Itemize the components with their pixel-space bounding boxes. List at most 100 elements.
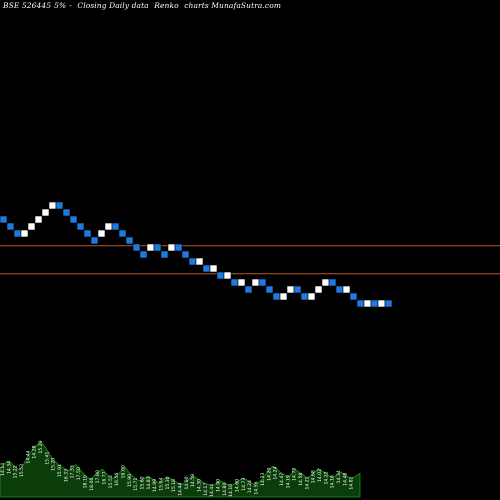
- volume-value-label: 14.56: [254, 481, 260, 494]
- volume-value-label: 15.71: [133, 478, 139, 491]
- volume-value-label: 14.59: [190, 474, 196, 487]
- brick-up: [167, 243, 176, 252]
- volume-value-label: 16.00: [120, 465, 126, 478]
- brick-down: [216, 271, 225, 280]
- brick-down: [188, 257, 197, 266]
- volume-value-label: 14.44: [178, 483, 184, 496]
- volume-value-label: 15.18: [171, 479, 177, 492]
- brick-down: [328, 278, 337, 287]
- volume-value-label: 15.20: [51, 458, 57, 471]
- brick-down: [370, 299, 379, 308]
- volume-value-label: 15.90: [127, 474, 133, 487]
- volume-value-label: 15.41: [44, 452, 50, 465]
- volume-value-label: 15.30: [165, 476, 171, 489]
- brick-down: [118, 229, 127, 238]
- volume-value-label: 15.04: [159, 478, 165, 491]
- brick-down: [174, 243, 183, 252]
- brick-down: [111, 222, 120, 231]
- volume-value-label: 14.34: [336, 470, 342, 483]
- volume-value-label: 14.20: [266, 468, 272, 481]
- volume-value-label: 14.17: [203, 483, 209, 496]
- brick-down: [139, 250, 148, 259]
- brick-up: [223, 271, 232, 280]
- brick-down: [62, 208, 71, 217]
- chart-kind-label: Renko: [154, 1, 179, 10]
- volume-value-label: 15.53: [108, 475, 114, 488]
- brick-down: [293, 285, 302, 294]
- brick-up: [48, 201, 57, 210]
- brick-up: [321, 278, 330, 287]
- brick-down: [90, 236, 99, 245]
- brick-up: [97, 229, 106, 238]
- brick-down: [55, 201, 64, 210]
- volume-value-label: 14.22: [323, 471, 329, 484]
- volume-value-label: 14.28: [32, 445, 38, 458]
- brick-up: [237, 278, 246, 287]
- volume-panel: [0, 441, 361, 498]
- brick-down: [132, 243, 141, 252]
- brick-down: [202, 264, 211, 273]
- volume-value-label: 14.44: [25, 450, 31, 463]
- pct-label: 5%: [54, 1, 67, 10]
- volume-value-label: 14.10: [228, 484, 234, 497]
- brick-up: [41, 208, 50, 217]
- volume-value-label: 14.33: [260, 473, 266, 486]
- volume-value-label: 16.77: [101, 471, 107, 484]
- volume-value-label: 17.80: [95, 470, 101, 483]
- brick-down: [230, 278, 239, 287]
- brick-down: [153, 243, 162, 252]
- volume-value-label: 15.60: [140, 476, 146, 489]
- volume-value-label: 14.47: [279, 473, 285, 486]
- brick-down: [244, 285, 253, 294]
- renko-bricks: [0, 201, 393, 308]
- volume-value-label: 15.53: [19, 464, 25, 477]
- brick-up: [279, 292, 288, 301]
- brick-down: [265, 285, 274, 294]
- symbol-label: BSE 526445: [3, 1, 52, 10]
- brick-down: [13, 229, 22, 238]
- brick-down: [83, 229, 92, 238]
- brick-down: [181, 250, 190, 259]
- brick-up: [27, 222, 36, 231]
- volume-value-label: 14.30: [197, 479, 203, 492]
- brick-up: [342, 285, 351, 294]
- site-label: charts MunafaSutra.com: [184, 1, 282, 10]
- brick-down: [0, 215, 8, 224]
- brick-up: [34, 215, 43, 224]
- volume-value-label: 14.68: [311, 470, 317, 483]
- brick-down: [160, 250, 169, 259]
- brick-down: [6, 222, 15, 231]
- volume-value-label: 14.90: [184, 476, 190, 489]
- volume-value-label: 14.80: [222, 483, 228, 496]
- volume-value-label: 14.81: [349, 476, 355, 489]
- brick-up: [195, 257, 204, 266]
- brick-up: [146, 243, 155, 252]
- volume-value-label: 14.58: [298, 473, 304, 486]
- volume-value-label: 14.44: [209, 484, 215, 497]
- brick-up: [377, 299, 386, 308]
- volume-value-label: 16.33: [63, 469, 69, 482]
- brick-up: [307, 292, 316, 301]
- volume-value-label: 14.90: [216, 479, 222, 492]
- volume-value-label: 15.29: [38, 440, 44, 453]
- volume-value-label: 16.56: [114, 473, 120, 486]
- brick-up: [286, 285, 295, 294]
- volume-value-label: 15.22: [13, 465, 19, 478]
- arrow-label: -: [69, 1, 72, 10]
- caption-label: Closing Daily data: [77, 1, 149, 10]
- brick-down: [335, 285, 344, 294]
- volume-value-label: 14.34: [6, 461, 12, 474]
- volume-value-label: 18.10: [82, 475, 88, 488]
- volume-value-label: 14.73: [241, 478, 247, 491]
- volume-value-label: 14.60: [235, 479, 241, 492]
- brick-down: [384, 299, 393, 308]
- volume-value-label: 18.00: [89, 478, 95, 491]
- volume-value-label: 17.33: [70, 465, 76, 478]
- brick-down: [258, 278, 267, 287]
- reference-lines: [0, 245, 500, 275]
- brick-up: [363, 299, 372, 308]
- brick-down: [272, 292, 281, 301]
- chart-header: BSE 526445 5% - Closing Daily data Renko c…: [3, 1, 284, 10]
- brick-down: [76, 222, 85, 231]
